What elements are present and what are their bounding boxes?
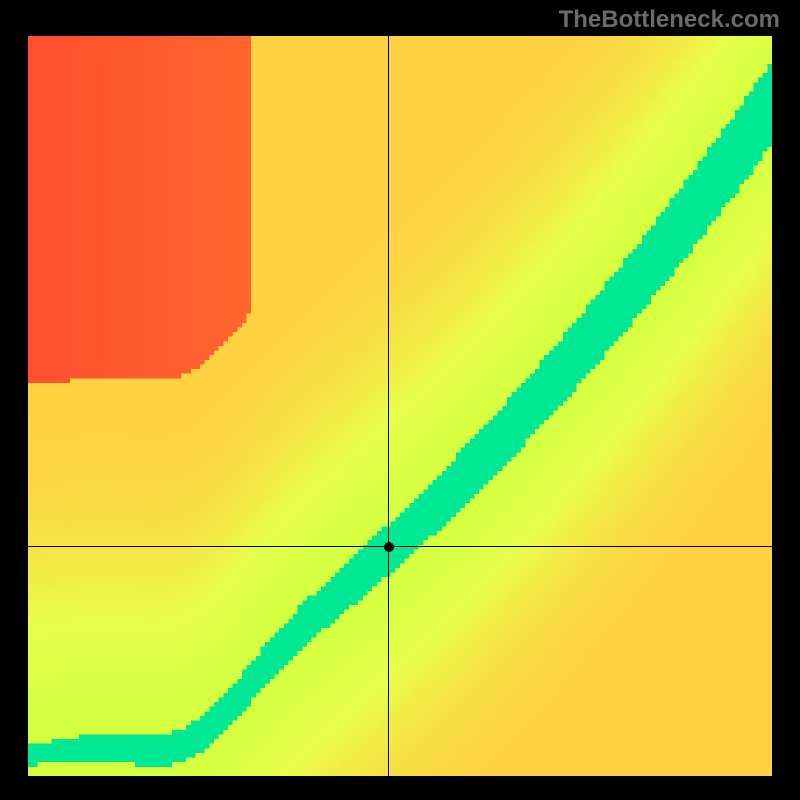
watermark-text: TheBottleneck.com: [559, 6, 780, 34]
crosshair-marker: [384, 542, 394, 552]
bottleneck-heatmap: [28, 36, 772, 776]
crosshair-horizontal: [28, 546, 772, 547]
crosshair-vertical: [388, 36, 389, 776]
